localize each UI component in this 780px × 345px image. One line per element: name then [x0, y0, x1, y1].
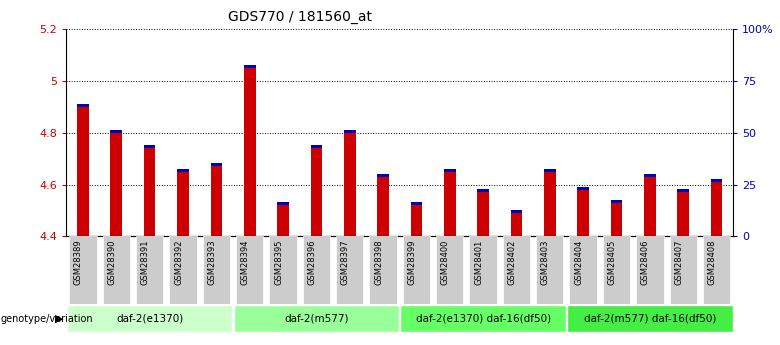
- Text: GSM28389: GSM28389: [74, 240, 83, 285]
- Bar: [410, 202, 422, 205]
- Text: GSM28399: GSM28399: [407, 240, 417, 285]
- Bar: [444, 172, 456, 236]
- Text: GSM28403: GSM28403: [541, 240, 550, 285]
- Bar: [644, 177, 656, 236]
- Bar: [336, 236, 363, 304]
- Bar: [211, 164, 222, 167]
- Text: GSM28404: GSM28404: [574, 240, 583, 285]
- Text: GSM28391: GSM28391: [140, 240, 150, 285]
- Bar: [669, 236, 697, 304]
- Bar: [677, 193, 689, 236]
- Text: daf-2(m577) daf-16(df50): daf-2(m577) daf-16(df50): [583, 314, 716, 324]
- Bar: [444, 169, 456, 172]
- Bar: [67, 305, 232, 333]
- Bar: [611, 200, 622, 203]
- Bar: [111, 133, 122, 236]
- Bar: [703, 236, 730, 304]
- Bar: [511, 213, 523, 236]
- Text: daf-2(e1370): daf-2(e1370): [116, 314, 183, 324]
- Bar: [77, 104, 89, 107]
- Bar: [544, 172, 555, 236]
- Bar: [477, 189, 489, 193]
- Bar: [203, 236, 230, 304]
- Bar: [503, 236, 530, 304]
- Bar: [169, 236, 197, 304]
- Bar: [111, 130, 122, 133]
- Bar: [177, 172, 189, 236]
- Bar: [269, 236, 296, 304]
- Text: GSM28400: GSM28400: [441, 240, 450, 285]
- Text: GSM28397: GSM28397: [341, 240, 349, 285]
- Text: GDS770 / 181560_at: GDS770 / 181560_at: [228, 10, 372, 24]
- Bar: [344, 130, 356, 133]
- Text: GSM28393: GSM28393: [207, 240, 216, 285]
- Text: genotype/variation: genotype/variation: [1, 314, 94, 324]
- Bar: [544, 169, 555, 172]
- Bar: [470, 236, 497, 304]
- Bar: [402, 236, 430, 304]
- Text: GSM28390: GSM28390: [108, 240, 116, 285]
- Bar: [577, 187, 589, 190]
- Bar: [577, 190, 589, 236]
- Bar: [611, 203, 622, 236]
- Bar: [277, 202, 289, 205]
- Bar: [370, 236, 397, 304]
- Text: daf-2(e1370) daf-16(df50): daf-2(e1370) daf-16(df50): [416, 314, 551, 324]
- Bar: [244, 65, 256, 68]
- Text: GSM28396: GSM28396: [307, 240, 317, 285]
- Bar: [636, 236, 664, 304]
- Text: GSM28408: GSM28408: [707, 240, 717, 285]
- Text: GSM28398: GSM28398: [374, 240, 383, 285]
- Bar: [436, 236, 463, 304]
- Text: GSM28407: GSM28407: [674, 240, 683, 285]
- Text: daf-2(m577): daf-2(m577): [284, 314, 349, 324]
- Bar: [711, 179, 722, 182]
- Bar: [378, 174, 389, 177]
- Text: GSM28401: GSM28401: [474, 240, 483, 285]
- Bar: [603, 236, 630, 304]
- Bar: [144, 148, 155, 236]
- Bar: [211, 167, 222, 236]
- Bar: [177, 169, 189, 172]
- Bar: [310, 148, 322, 236]
- Bar: [136, 236, 163, 304]
- Bar: [236, 236, 264, 304]
- Text: GSM28406: GSM28406: [641, 240, 650, 285]
- Bar: [69, 236, 97, 304]
- Bar: [567, 305, 732, 333]
- Text: GSM28395: GSM28395: [274, 240, 283, 285]
- Text: GSM28394: GSM28394: [241, 240, 250, 285]
- Bar: [400, 305, 566, 333]
- Text: GSM28405: GSM28405: [608, 240, 616, 285]
- Bar: [569, 236, 597, 304]
- Bar: [711, 182, 722, 236]
- Bar: [77, 107, 89, 236]
- Bar: [277, 205, 289, 236]
- Bar: [310, 145, 322, 148]
- Bar: [511, 210, 523, 213]
- Text: ▶: ▶: [55, 314, 64, 324]
- Bar: [344, 133, 356, 236]
- Bar: [303, 236, 330, 304]
- Bar: [234, 305, 399, 333]
- Text: GSM28392: GSM28392: [174, 240, 183, 285]
- Bar: [644, 174, 656, 177]
- Bar: [378, 177, 389, 236]
- Bar: [477, 193, 489, 236]
- Bar: [677, 189, 689, 193]
- Bar: [144, 145, 155, 148]
- Bar: [103, 236, 130, 304]
- Bar: [244, 68, 256, 236]
- Text: GSM28402: GSM28402: [508, 240, 516, 285]
- Bar: [536, 236, 563, 304]
- Bar: [410, 205, 422, 236]
